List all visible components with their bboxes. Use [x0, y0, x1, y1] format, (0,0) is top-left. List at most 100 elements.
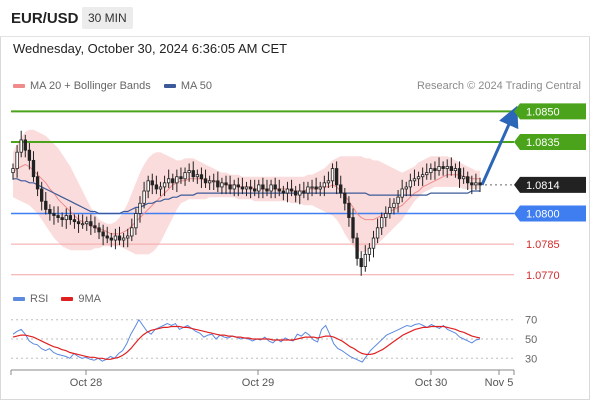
candle-body — [293, 190, 298, 196]
rsi-panel: 70 50 30 — [11, 315, 537, 365]
legend-ma20-swatch — [13, 84, 25, 89]
candle-body — [371, 237, 376, 249]
legend-9ma: 9MA — [61, 293, 101, 305]
legend-9ma-swatch — [61, 297, 74, 302]
candle-body — [289, 188, 294, 192]
candle-body — [76, 221, 81, 225]
candle-body — [212, 180, 216, 183]
candle-body — [138, 202, 142, 214]
candle-body — [15, 151, 19, 169]
rsi-tick-50: 50 — [525, 334, 537, 346]
candle-body — [27, 149, 32, 161]
price-legend: MA 20 + Bollinger Bands MA 50 — [13, 80, 222, 92]
candle-body — [150, 180, 154, 186]
candle-body — [375, 227, 380, 239]
legend-ma20: MA 20 + Bollinger Bands — [13, 80, 151, 92]
candle-body — [339, 184, 343, 194]
candle-body — [232, 184, 236, 190]
legend-ma50: MA 50 — [163, 80, 212, 92]
candle-body — [130, 227, 134, 237]
candle-body — [306, 186, 310, 194]
level-label-1.0835: 1.0835 — [526, 137, 560, 149]
candle-body — [89, 221, 93, 227]
candle-body — [105, 235, 109, 239]
candle-body — [117, 235, 122, 241]
candle-body — [367, 247, 372, 255]
legend-rsi-label: RSI — [30, 293, 49, 305]
candle-body — [261, 184, 265, 190]
candle-body — [97, 227, 101, 233]
candle-body — [56, 215, 60, 218]
candle-body — [453, 168, 458, 171]
candle-body — [175, 176, 179, 184]
candle-body — [101, 231, 105, 237]
legend-9ma-label: 9MA — [78, 293, 102, 305]
candle-body — [420, 174, 425, 178]
candle-body — [85, 221, 89, 225]
x-tick-label: Oct 30 — [415, 377, 447, 389]
candle-body — [166, 178, 171, 184]
candle-body — [113, 235, 118, 241]
level-box-1.0850 — [514, 103, 586, 120]
watermark: Research © 2024 Trading Central — [416, 80, 581, 92]
symbol-label: EUR/USD — [11, 10, 79, 27]
candle-body — [187, 170, 191, 174]
time-axis: Oct 28 Oct 29 Oct 30 Nov 5 — [10, 369, 515, 389]
candle-body — [35, 176, 40, 190]
candle-body — [199, 174, 204, 180]
rsi-tick-70: 70 — [525, 315, 537, 327]
candle-body — [248, 186, 253, 190]
candle-body — [236, 184, 240, 188]
candle-body — [429, 168, 433, 174]
candle-body — [322, 182, 327, 188]
timeframe-button[interactable]: 30 MIN — [82, 7, 133, 29]
candle-body — [343, 192, 347, 204]
level-box-1.0814 — [514, 176, 586, 193]
candle-body — [265, 188, 269, 192]
x-tick-label: Oct 28 — [70, 377, 102, 389]
candle-body — [134, 213, 138, 229]
candle-body — [470, 182, 474, 186]
candle-body — [449, 166, 453, 171]
candle-body — [347, 202, 351, 218]
candle-body — [474, 182, 478, 186]
candle-body — [310, 186, 314, 189]
candlesticks — [11, 130, 482, 276]
candle-body — [93, 225, 97, 229]
rsi-tick-30: 30 — [525, 353, 537, 365]
candle-body — [355, 237, 359, 259]
level-labels: 1.0850 1.0835 1.0814 1.0800 1.0785 1.0770 — [514, 103, 586, 282]
candle-body — [441, 166, 445, 169]
candle-body — [80, 223, 85, 226]
level-label-1.0814: 1.0814 — [526, 180, 560, 192]
candle-body — [240, 186, 245, 190]
candle-body — [334, 168, 339, 186]
candle-body — [216, 180, 220, 188]
timestamp: Wednesday, October 30, 2024 6:36:05 AM C… — [13, 41, 288, 56]
candle-body — [220, 182, 224, 188]
candle-body — [224, 182, 228, 186]
legend-ma50-swatch — [163, 84, 176, 89]
candle-body — [158, 186, 163, 190]
candle-body — [330, 168, 335, 182]
candle-body — [461, 176, 466, 180]
candle-body — [68, 215, 73, 221]
candle-body — [425, 172, 429, 176]
candle-body — [388, 206, 392, 214]
candle-body — [277, 188, 281, 192]
candle-body — [351, 217, 355, 239]
candle-body — [314, 186, 318, 190]
candle-body — [11, 168, 15, 174]
price-levels — [11, 110, 514, 276]
candle-body — [72, 219, 77, 223]
candle-body — [437, 166, 441, 171]
candle-body — [60, 217, 64, 221]
candle-body — [298, 190, 302, 196]
candle-body — [257, 184, 261, 192]
candle-body — [179, 176, 183, 180]
candle-body — [273, 184, 277, 190]
candle-body — [302, 190, 306, 194]
level-box-1.0835 — [514, 133, 586, 150]
candle-body — [416, 176, 421, 180]
candle-body — [408, 180, 413, 188]
